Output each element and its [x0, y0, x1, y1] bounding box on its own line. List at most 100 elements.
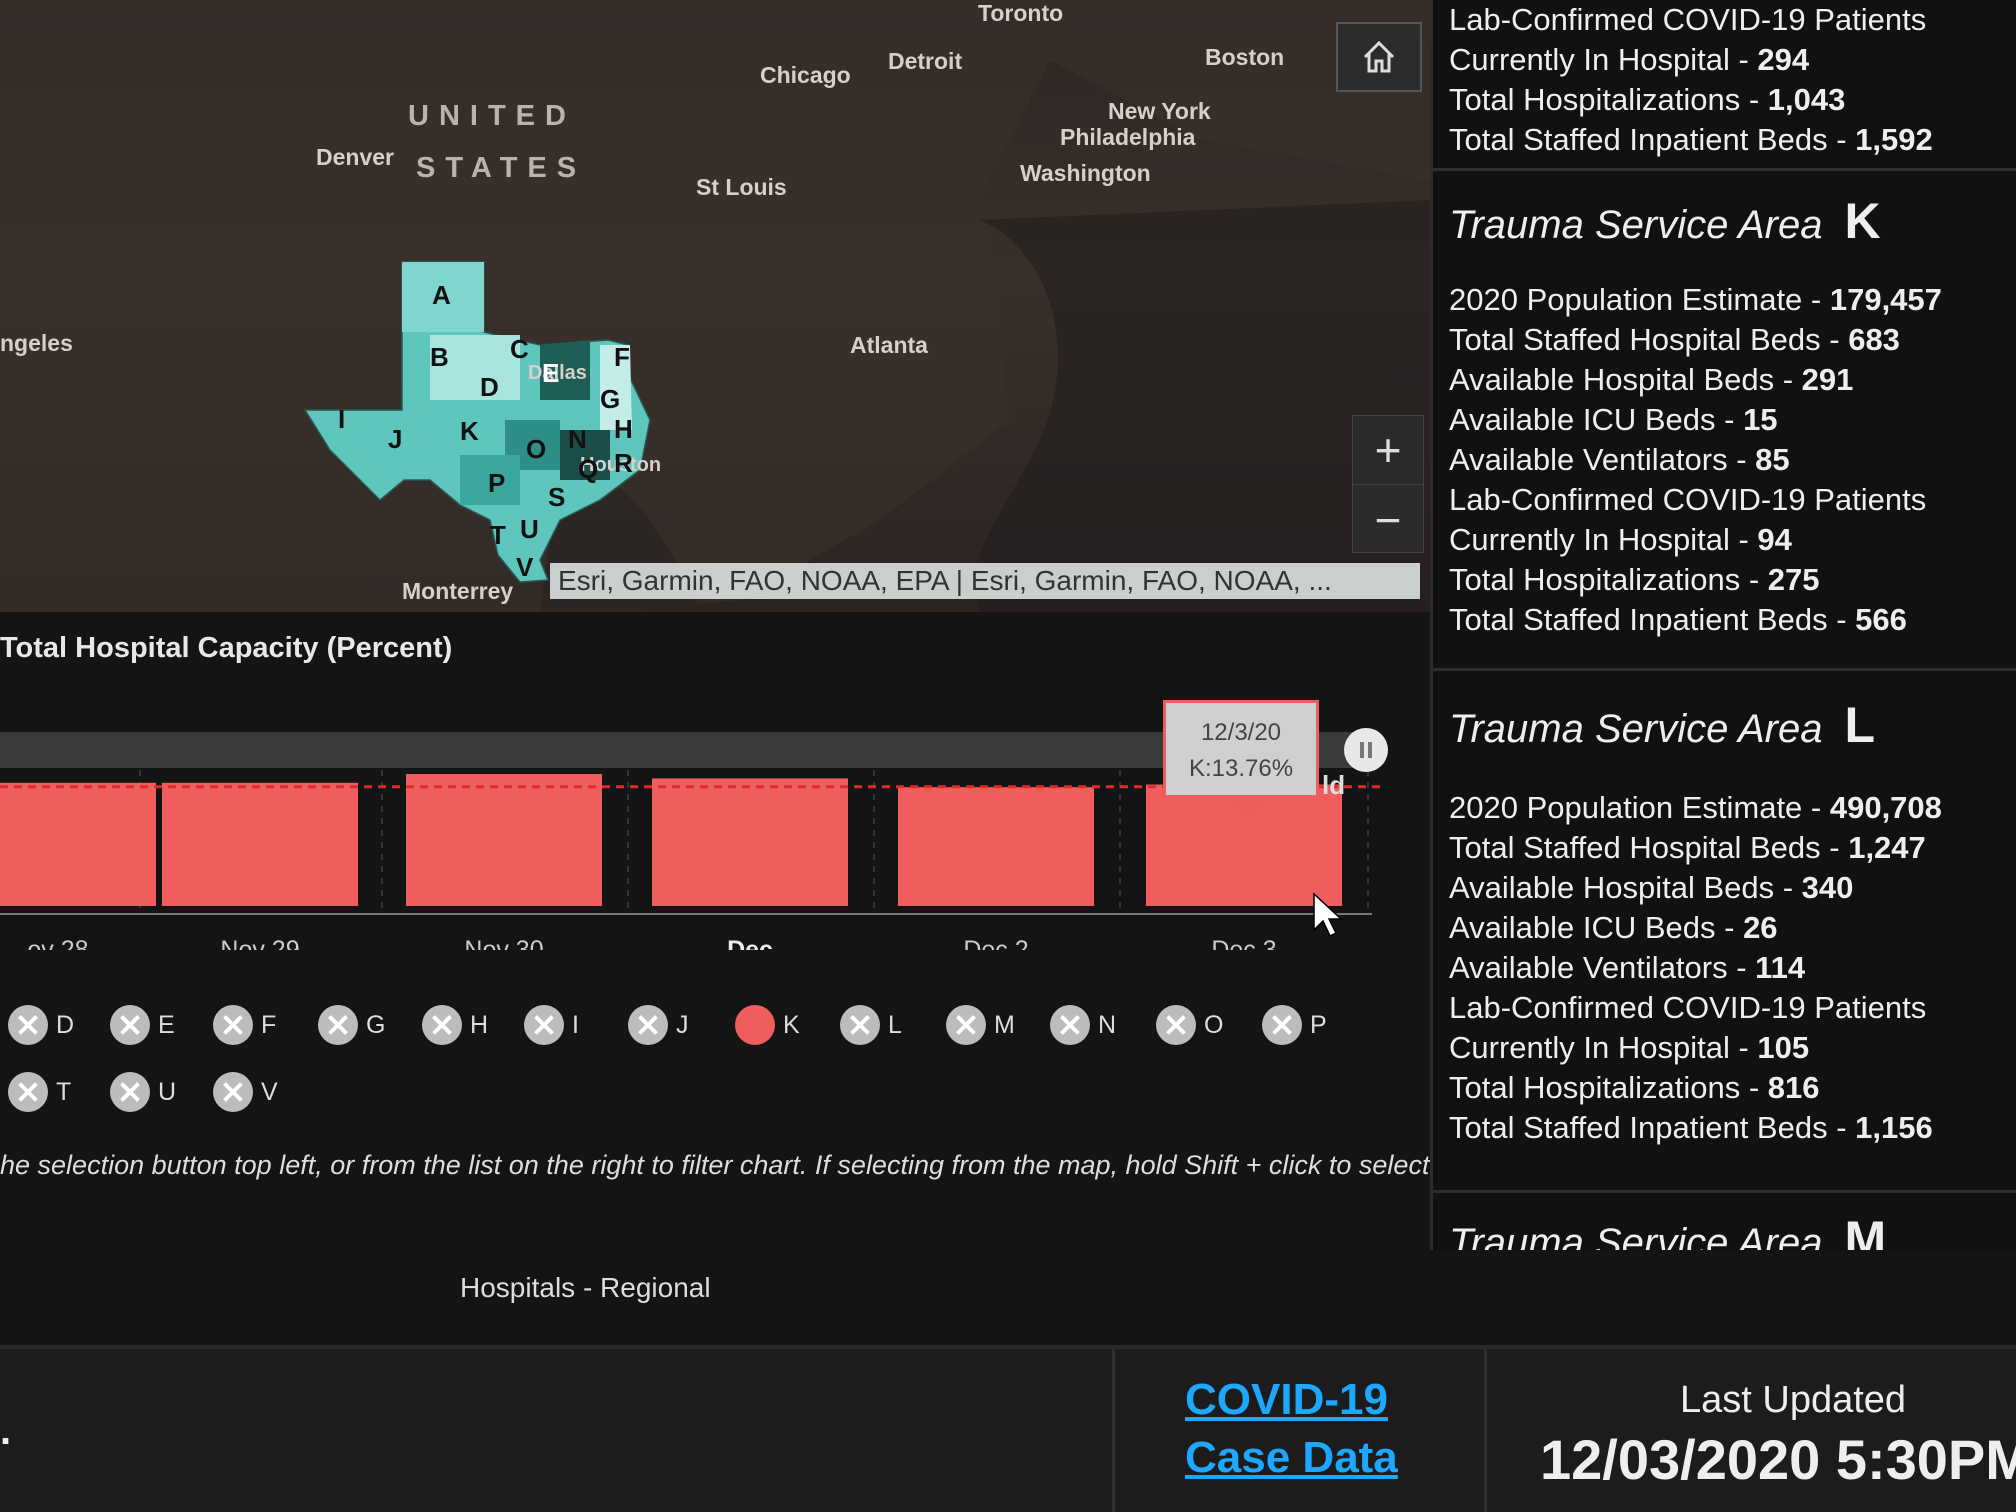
region-label-s[interactable]: S	[548, 482, 566, 512]
region-label-j[interactable]: J	[388, 424, 403, 454]
stat-value: 340	[1801, 870, 1854, 905]
zoom-out-button[interactable]: −	[1374, 493, 1402, 546]
legend-label: D	[56, 1010, 75, 1039]
home-button[interactable]	[1336, 22, 1422, 92]
legend-item-v[interactable]: V	[213, 1072, 278, 1112]
chart-bar[interactable]	[0, 782, 156, 906]
region-label-n[interactable]: N	[568, 424, 587, 454]
region-label-q[interactable]: Q	[578, 454, 599, 484]
threshold-label: ld	[1322, 770, 1346, 800]
region-label-b[interactable]: B	[430, 342, 449, 372]
chart-bar[interactable]	[652, 778, 848, 906]
details-panel[interactable]: Lab-Confirmed COVID-19 Patients Currently…	[1430, 0, 2016, 1250]
region-label-v[interactable]: V	[516, 552, 534, 582]
x-tick-label: ov 28	[27, 936, 88, 950]
stat-label: Currently In Hospital -	[1449, 522, 1758, 557]
region-label-f[interactable]: F	[614, 342, 630, 372]
city-label: Atlanta	[850, 332, 928, 358]
legend-item-g[interactable]: G	[318, 1005, 385, 1045]
deselected-x-icon[interactable]	[318, 1005, 358, 1045]
footer-bar: . COVID-19 Case Data Last Updated 12/03/…	[0, 1345, 2016, 1512]
deselected-x-icon[interactable]	[213, 1072, 253, 1112]
stat-label: Available ICU Beds -	[1449, 402, 1744, 437]
stat-value: 15	[1743, 402, 1778, 437]
x-tick-label: Dec	[727, 936, 773, 950]
region-label-t[interactable]: T	[490, 520, 506, 550]
chart-bar[interactable]	[406, 774, 602, 906]
legend-label: N	[1098, 1010, 1117, 1039]
stat-value: 179,457	[1829, 282, 1942, 317]
deselected-x-icon[interactable]	[110, 1072, 150, 1112]
deselected-x-icon[interactable]	[8, 1005, 48, 1045]
deselected-x-icon[interactable]	[524, 1005, 564, 1045]
deselected-x-icon[interactable]	[1262, 1005, 1302, 1045]
stat-row: 2020 Population Estimate - 490,708	[1449, 788, 2016, 828]
deselected-x-icon[interactable]	[840, 1005, 880, 1045]
link-line-1[interactable]: COVID-19	[1185, 1375, 1388, 1424]
stat-value: 816	[1767, 1070, 1820, 1105]
deselected-x-icon[interactable]	[946, 1005, 986, 1045]
legend-item-t[interactable]: T	[8, 1072, 71, 1112]
region-label-e[interactable]: E	[542, 358, 560, 388]
legend-item-d[interactable]: D	[8, 1005, 74, 1045]
stat-value: 26	[1743, 910, 1778, 945]
stat-row: Total Staffed Inpatient Beds - 1,156	[1449, 1108, 2016, 1148]
legend-item-n[interactable]: N	[1050, 1005, 1116, 1045]
chart-bar[interactable]	[162, 782, 358, 906]
x-tick-label: Dec 3	[1211, 936, 1276, 950]
x-tick-label: Nov 29	[220, 936, 299, 950]
legend-item-j[interactable]: J	[628, 1005, 689, 1045]
stat-row: Available Hospital Beds - 340	[1449, 868, 2016, 908]
legend-item-e[interactable]: E	[110, 1005, 175, 1045]
chart-bar[interactable]	[898, 787, 1094, 906]
legend-item-k[interactable]: K	[735, 1005, 800, 1045]
stat-value: 1,043	[1767, 82, 1846, 117]
stat-label: Available ICU Beds -	[1449, 910, 1744, 945]
link-line-2[interactable]: Case Data	[1185, 1433, 1398, 1482]
region-label-c[interactable]: C	[510, 334, 529, 364]
region-label-d[interactable]: D	[480, 372, 499, 402]
deselected-x-icon[interactable]	[422, 1005, 462, 1045]
city-label: Chicago	[760, 62, 851, 88]
deselected-x-icon[interactable]	[8, 1072, 48, 1112]
region-label-r[interactable]: R	[614, 448, 633, 478]
legend-item-i[interactable]: I	[524, 1005, 579, 1045]
legend-item-m[interactable]: M	[946, 1005, 1015, 1045]
stat-value: 114	[1755, 950, 1806, 985]
footer-left-text: .	[0, 1409, 12, 1453]
deselected-x-icon[interactable]	[213, 1005, 253, 1045]
region-label-k[interactable]: K	[460, 416, 479, 446]
region-label-i[interactable]: I	[338, 404, 346, 434]
deselected-x-icon[interactable]	[1156, 1005, 1196, 1045]
region-label-a[interactable]: A	[432, 280, 451, 310]
deselected-x-icon[interactable]	[110, 1005, 150, 1045]
legend-item-o[interactable]: O	[1156, 1005, 1223, 1045]
city-label: Washington	[1020, 160, 1151, 186]
stat-value: 490,708	[1829, 790, 1942, 825]
deselected-x-icon[interactable]	[1050, 1005, 1090, 1045]
capacity-chart[interactable]: ov 28 Nov 29 Nov 30 Dec Dec 2 Dec 3	[0, 690, 1400, 950]
legend-item-f[interactable]: F	[213, 1005, 276, 1045]
stat-label: Total Staffed Hospital Beds -	[1449, 830, 1849, 865]
stat-row: Currently In Hospital - 94	[1449, 520, 2016, 560]
selected-dot-icon[interactable]	[735, 1005, 775, 1045]
deselected-x-icon[interactable]	[628, 1005, 668, 1045]
stat-row: Available Ventilators - 114	[1449, 948, 2016, 988]
region-label-h[interactable]: H	[614, 414, 633, 444]
legend-item-u[interactable]: U	[110, 1072, 176, 1112]
chart-scroll-band[interactable]	[0, 732, 1370, 768]
zoom-in-button[interactable]: +	[1353, 416, 1423, 485]
region-label-g[interactable]: G	[600, 384, 621, 414]
legend-item-l[interactable]: L	[840, 1005, 902, 1045]
legend-item-p[interactable]: P	[1262, 1005, 1327, 1045]
covid-case-data-link[interactable]: COVID-19 Case Data	[1185, 1371, 1398, 1487]
region-label-u[interactable]: U	[520, 514, 539, 544]
region-label-o[interactable]: O	[526, 434, 547, 464]
map-view[interactable]: Toronto Chicago Detroit Boston New York …	[0, 0, 1430, 612]
region-label-p[interactable]: P	[488, 468, 506, 498]
stat-row: Total Staffed Inpatient Beds - 1,592	[1449, 120, 2016, 160]
legend-label: E	[158, 1010, 175, 1039]
legend-item-h[interactable]: H	[422, 1005, 488, 1045]
stat-value: 291	[1801, 362, 1854, 397]
pause-button[interactable]	[1344, 728, 1388, 772]
